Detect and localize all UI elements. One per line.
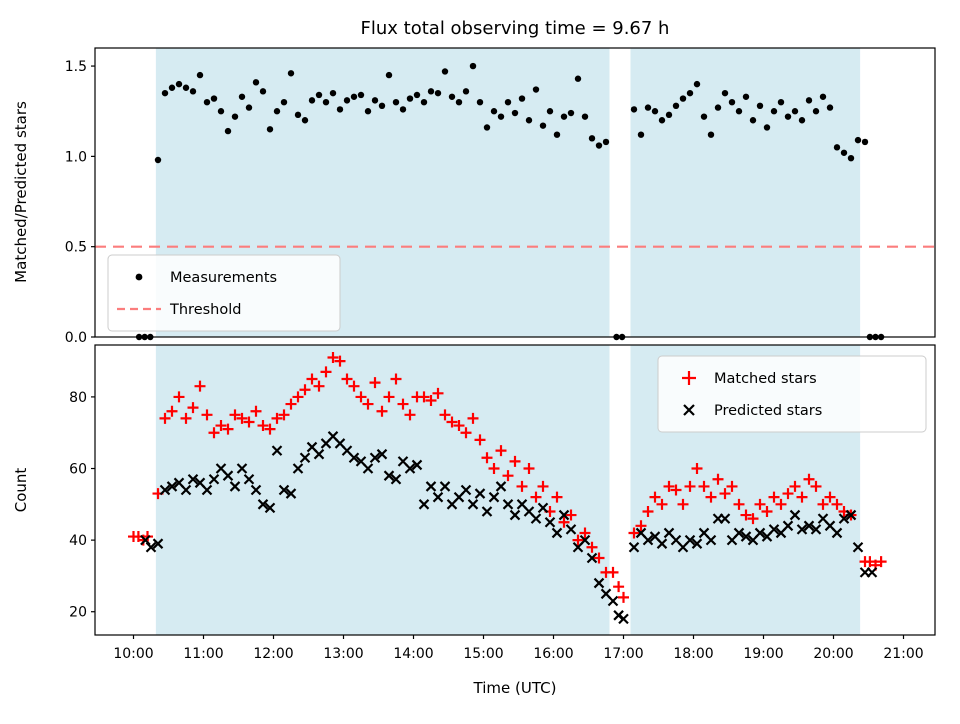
series-x — [140, 431, 878, 625]
svg-text:80: 80 — [69, 390, 87, 406]
svg-text:0.0: 0.0 — [65, 330, 87, 346]
matched-plus-icon — [682, 371, 696, 385]
legend-count: Matched stars Predicted stars — [657, 355, 927, 433]
svg-text:16:00: 16:00 — [533, 646, 573, 662]
svg-text:60: 60 — [69, 462, 87, 478]
svg-text:15:00: 15:00 — [463, 646, 503, 662]
svg-text:19:00: 19:00 — [743, 646, 783, 662]
svg-text:1.5: 1.5 — [65, 59, 87, 75]
svg-text:0.5: 0.5 — [65, 240, 87, 256]
legend-ratio: Measurements Threshold — [107, 254, 341, 332]
legend-box — [657, 355, 927, 433]
svg-text:21:00: 21:00 — [883, 646, 923, 662]
x-axis-label: Time (UTC) — [473, 679, 557, 697]
axes-spine — [94, 344, 936, 636]
series-plus — [128, 352, 887, 603]
shaded-region — [155, 345, 610, 635]
y-axis-label-ratio: Matched/Predicted stars — [12, 101, 30, 283]
svg-text:20: 20 — [69, 605, 87, 621]
legend-label-measurements: Measurements — [170, 270, 277, 286]
measurements-dot-icon — [135, 273, 143, 281]
panel-count: 20 40 60 80 — [69, 344, 936, 636]
chart-title: Flux total observing time = 9.67 h — [361, 18, 670, 39]
svg-text:13:00: 13:00 — [323, 646, 363, 662]
axes-spine — [94, 47, 936, 338]
y-axis-ticks: 20 40 60 80 — [69, 390, 95, 621]
legend-label-predicted: Predicted stars — [714, 403, 822, 419]
svg-text:14:00: 14:00 — [393, 646, 433, 662]
plot-area: 0.0 0.5 1.0 1.5 20 40 60 80 10:00 11:00 12:00 13:00… — [65, 47, 936, 662]
svg-text:11:00: 11:00 — [183, 646, 223, 662]
svg-text:10:00: 10:00 — [113, 646, 153, 662]
y-axis-label-count: Count — [12, 468, 30, 513]
svg-text:1.0: 1.0 — [65, 149, 87, 165]
legend-box — [107, 254, 341, 332]
svg-text:20:00: 20:00 — [813, 646, 853, 662]
y-axis-ticks: 0.0 0.5 1.0 1.5 — [65, 59, 95, 346]
svg-text:12:00: 12:00 — [253, 646, 293, 662]
predicted-x-icon — [683, 404, 695, 416]
legend-label-matched: Matched stars — [714, 371, 817, 387]
x-axis-ticks: 10:00 11:00 12:00 13:00 14:00 15:00 16:00 17:00… — [113, 635, 924, 662]
svg-text:40: 40 — [69, 533, 87, 549]
svg-text:17:00: 17:00 — [603, 646, 643, 662]
svg-text:18:00: 18:00 — [673, 646, 713, 662]
shaded-region — [630, 48, 861, 337]
legend-label-threshold: Threshold — [169, 302, 241, 318]
series-dot — [135, 62, 885, 341]
